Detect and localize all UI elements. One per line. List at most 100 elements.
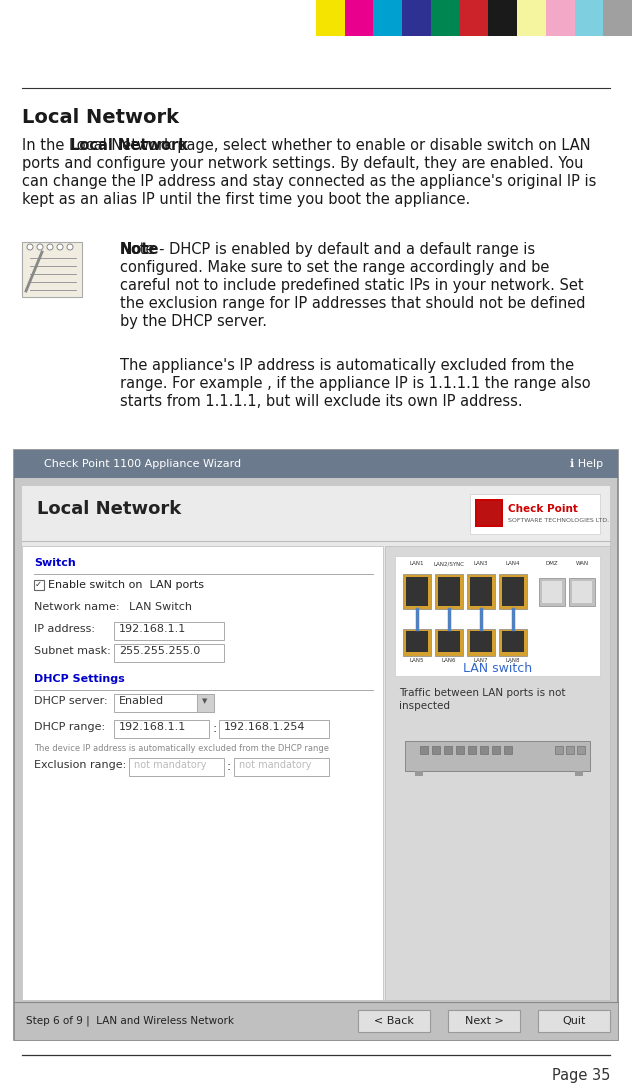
Bar <box>14 450 618 1040</box>
Text: Local Network: Local Network <box>70 138 188 153</box>
Text: Local Network: Local Network <box>37 500 181 518</box>
Bar <box>572 581 592 603</box>
Bar <box>395 733 600 788</box>
Text: LAN3: LAN3 <box>474 561 489 566</box>
Bar <box>539 578 565 606</box>
Text: kept as an alias IP until the first time you boot the appliance.: kept as an alias IP until the first time… <box>22 191 470 207</box>
Bar <box>114 720 209 738</box>
Bar <box>129 758 224 776</box>
Bar <box>470 577 492 606</box>
Text: Traffic between LAN ports is not
inspected: Traffic between LAN ports is not inspect… <box>399 688 566 712</box>
Text: Subnet mask:: Subnet mask: <box>34 646 111 656</box>
Bar <box>374 0 402 36</box>
Bar <box>14 450 618 478</box>
Bar <box>234 758 329 776</box>
Bar <box>14 1002 618 1040</box>
Text: LAN1: LAN1 <box>410 561 424 566</box>
Text: LAN6: LAN6 <box>442 658 456 663</box>
Text: Exclusion range:: Exclusion range: <box>34 761 126 770</box>
Circle shape <box>67 244 73 250</box>
Text: Page 35: Page 35 <box>552 1068 610 1083</box>
Text: the exclusion range for IP addresses that should not be defined: the exclusion range for IP addresses tha… <box>120 296 585 311</box>
Bar <box>415 771 423 776</box>
Text: ports and configure your network settings. By default, they are enabled. You: ports and configure your network setting… <box>22 156 583 171</box>
Bar <box>517 0 546 36</box>
Text: Note: Note <box>120 242 159 257</box>
Text: DHCP Settings: DHCP Settings <box>34 673 125 684</box>
Bar <box>432 746 440 754</box>
Text: Check Point 1100 Appliance Wizard: Check Point 1100 Appliance Wizard <box>44 459 241 469</box>
Bar <box>114 694 214 712</box>
Bar <box>575 771 583 776</box>
Text: Enabled: Enabled <box>119 696 164 706</box>
Bar <box>456 746 464 754</box>
Text: ℹ Help: ℹ Help <box>570 459 603 469</box>
Bar <box>114 644 224 662</box>
Bar <box>468 746 476 754</box>
Bar <box>502 577 524 606</box>
Text: 192.168.1.1: 192.168.1.1 <box>119 625 186 634</box>
Bar <box>344 0 374 36</box>
Text: by the DHCP server.: by the DHCP server. <box>120 314 267 329</box>
Text: DMZ: DMZ <box>545 561 558 566</box>
Bar <box>604 0 632 36</box>
Text: LAN8: LAN8 <box>506 658 520 663</box>
Text: Check Point: Check Point <box>508 504 578 514</box>
Text: not mandatory: not mandatory <box>134 761 207 770</box>
Bar <box>467 574 495 609</box>
Bar <box>492 746 500 754</box>
Bar <box>197 694 214 712</box>
Bar <box>477 500 501 526</box>
Bar <box>574 0 604 36</box>
Text: DHCP range:: DHCP range: <box>34 722 105 732</box>
Bar <box>499 629 527 656</box>
Bar <box>403 629 431 656</box>
Text: starts from 1.1.1.1, but will exclude its own IP address.: starts from 1.1.1.1, but will exclude it… <box>120 394 523 409</box>
Bar <box>405 741 590 771</box>
Bar <box>22 242 82 297</box>
Bar <box>395 556 600 676</box>
Bar <box>435 629 463 656</box>
Bar <box>555 746 563 754</box>
Bar <box>504 746 512 754</box>
Bar <box>489 0 517 36</box>
Bar <box>499 574 527 609</box>
Bar <box>470 631 492 652</box>
Bar <box>22 486 610 1000</box>
Text: 255.255.255.0: 255.255.255.0 <box>119 646 200 656</box>
Bar <box>566 746 574 754</box>
Bar <box>577 746 585 754</box>
Text: ✓: ✓ <box>35 580 42 589</box>
Text: Note - DHCP is enabled by default and a default range is: Note - DHCP is enabled by default and a … <box>120 242 535 257</box>
Text: Network name:: Network name: <box>34 602 119 611</box>
Bar <box>502 631 524 652</box>
Bar <box>22 486 610 541</box>
Text: not mandatory: not mandatory <box>239 761 312 770</box>
Bar <box>219 720 329 738</box>
Bar <box>403 574 431 609</box>
Bar <box>22 546 383 1000</box>
Bar <box>431 0 459 36</box>
Text: :: : <box>227 761 231 772</box>
Text: Quit: Quit <box>562 1016 586 1026</box>
Bar <box>406 631 428 652</box>
Bar <box>542 581 562 603</box>
Bar <box>538 1010 610 1033</box>
Text: :: : <box>212 722 216 735</box>
Bar <box>420 746 428 754</box>
Bar <box>448 1010 520 1033</box>
Bar <box>114 622 224 640</box>
Text: SOFTWARE TECHNOLOGIES LTD.: SOFTWARE TECHNOLOGIES LTD. <box>508 518 609 523</box>
Circle shape <box>37 244 43 250</box>
Text: In the Local Network page, select whether to enable or disable switch on LAN: In the Local Network page, select whethe… <box>22 138 591 153</box>
Text: Switch: Switch <box>34 558 76 568</box>
Text: configured. Make sure to set the range accordingly and be: configured. Make sure to set the range a… <box>120 260 549 275</box>
Text: 192.168.1.1: 192.168.1.1 <box>119 722 186 732</box>
Text: LAN2/SYNC: LAN2/SYNC <box>434 561 465 566</box>
Text: Next >: Next > <box>465 1016 503 1026</box>
Bar <box>569 578 595 606</box>
Text: Enable switch on  LAN ports: Enable switch on LAN ports <box>48 580 204 590</box>
Text: DHCP server:: DHCP server: <box>34 696 107 706</box>
Text: LAN Switch: LAN Switch <box>129 602 192 611</box>
Bar <box>480 746 488 754</box>
